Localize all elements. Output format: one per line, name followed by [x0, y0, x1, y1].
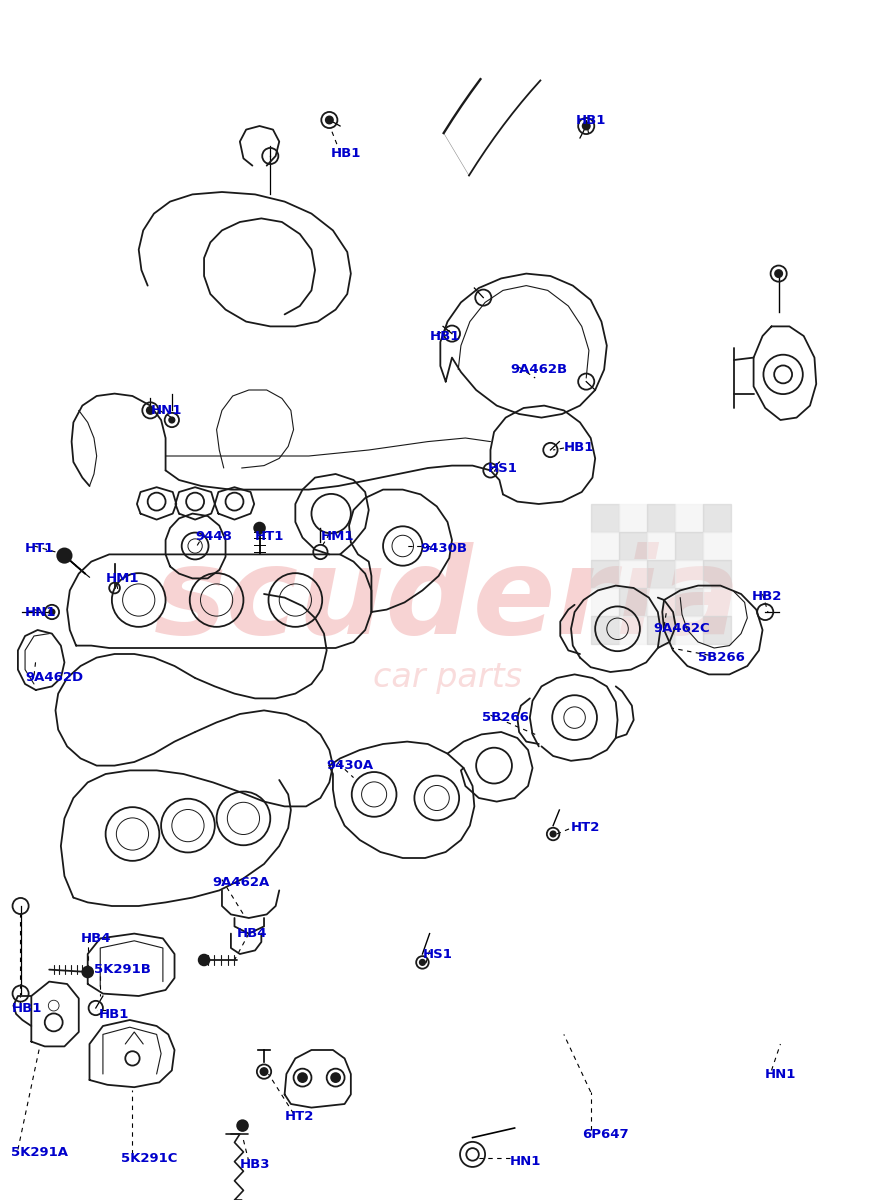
Text: HT1: HT1: [25, 542, 55, 554]
Circle shape: [198, 955, 209, 965]
Text: HT1: HT1: [255, 530, 284, 542]
Text: 9A462C: 9A462C: [653, 623, 709, 635]
Bar: [674, 616, 702, 644]
Text: 5B266: 5B266: [697, 652, 744, 664]
Circle shape: [550, 832, 555, 836]
Circle shape: [82, 967, 93, 977]
Circle shape: [419, 960, 425, 965]
Bar: [590, 616, 618, 644]
Text: HB1: HB1: [429, 330, 460, 342]
Bar: [702, 560, 730, 588]
Bar: [646, 616, 674, 644]
Circle shape: [57, 548, 72, 563]
Text: HS1: HS1: [422, 948, 451, 960]
Text: 6P647: 6P647: [581, 1128, 628, 1140]
Circle shape: [254, 523, 265, 533]
Text: HB1: HB1: [563, 442, 594, 454]
Text: HB4: HB4: [237, 928, 267, 940]
Bar: [646, 588, 674, 616]
Circle shape: [237, 1121, 248, 1130]
Text: HB1: HB1: [98, 1008, 129, 1020]
Text: HB2: HB2: [751, 590, 781, 602]
Circle shape: [260, 1068, 267, 1075]
Bar: [646, 560, 674, 588]
Text: 9448: 9448: [195, 530, 232, 542]
Text: HB1: HB1: [12, 1002, 42, 1014]
Circle shape: [774, 270, 781, 277]
Bar: [618, 532, 646, 560]
Text: HT2: HT2: [570, 822, 600, 834]
Text: HT2: HT2: [284, 1110, 314, 1122]
Bar: [702, 504, 730, 532]
Bar: [702, 588, 730, 616]
Text: 5B266: 5B266: [481, 712, 527, 724]
Bar: [674, 560, 702, 588]
Text: 5K291A: 5K291A: [11, 1146, 68, 1158]
Text: HM1: HM1: [105, 572, 139, 584]
Circle shape: [49, 610, 55, 614]
Text: 5K291C: 5K291C: [121, 1152, 177, 1164]
Circle shape: [325, 116, 333, 124]
Circle shape: [147, 407, 154, 414]
Bar: [674, 588, 702, 616]
Text: HB1: HB1: [331, 148, 361, 160]
Bar: [618, 504, 646, 532]
Text: HN1: HN1: [510, 1156, 541, 1168]
Bar: [674, 532, 702, 560]
Circle shape: [298, 1073, 307, 1082]
Circle shape: [582, 122, 589, 130]
Text: HS1: HS1: [487, 462, 517, 474]
Text: 9A462A: 9A462A: [212, 876, 269, 888]
Bar: [590, 532, 618, 560]
Text: 9A462B: 9A462B: [510, 364, 567, 376]
Text: car parts: car parts: [373, 661, 521, 695]
Text: HB3: HB3: [240, 1158, 270, 1170]
Text: 9430B: 9430B: [420, 542, 468, 554]
Bar: [702, 532, 730, 560]
Bar: [646, 504, 674, 532]
Text: 9A462D: 9A462D: [25, 672, 83, 684]
Bar: [618, 560, 646, 588]
Bar: [618, 616, 646, 644]
Bar: [590, 588, 618, 616]
Text: scuderia: scuderia: [154, 541, 740, 659]
Bar: [646, 532, 674, 560]
Bar: [618, 588, 646, 616]
Bar: [590, 504, 618, 532]
Text: 5K291B: 5K291B: [94, 964, 151, 976]
Text: HN1: HN1: [150, 404, 181, 416]
Circle shape: [169, 418, 174, 422]
Bar: [590, 560, 618, 588]
Circle shape: [331, 1073, 340, 1082]
Text: HN1: HN1: [25, 606, 56, 618]
Bar: [674, 504, 702, 532]
Text: HB1: HB1: [575, 114, 605, 126]
Text: HM1: HM1: [320, 530, 353, 542]
Text: 9430A: 9430A: [326, 760, 374, 772]
Text: HB4: HB4: [80, 932, 111, 944]
Bar: [702, 616, 730, 644]
Text: HN1: HN1: [764, 1068, 796, 1080]
